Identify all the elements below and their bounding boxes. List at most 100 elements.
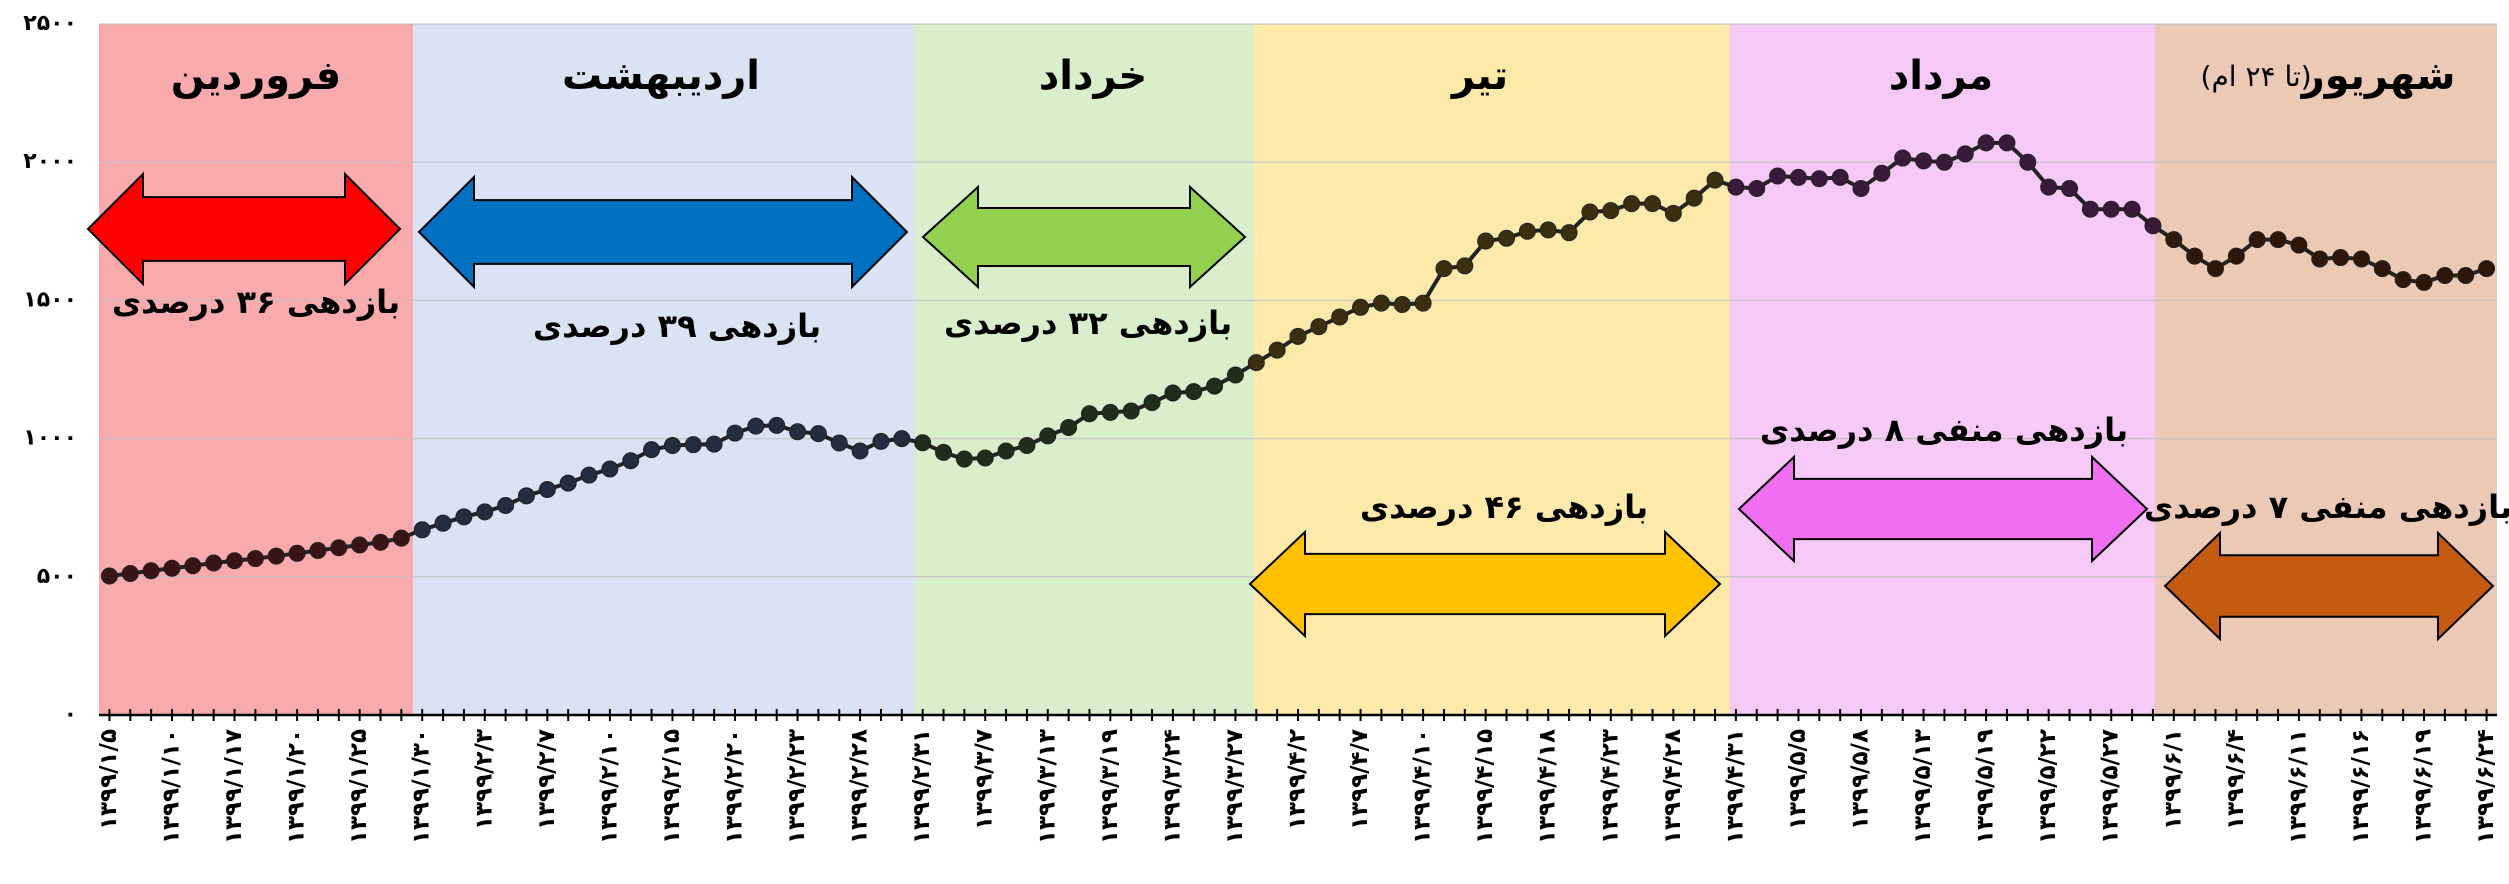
data-point xyxy=(1143,394,1161,412)
month-title: مرداد xyxy=(1889,53,1993,99)
y-tick-label: ۱۵۰۰ xyxy=(23,287,77,312)
y-tick-label: ۲۰۰۰ xyxy=(23,149,77,174)
month-title: خرداد xyxy=(1039,53,1147,99)
data-point xyxy=(768,416,786,434)
x-tick-label: ۱۳۹۹/۴/۱۰ xyxy=(1410,729,1436,844)
y-tick-label: ۲۵۰۰ xyxy=(23,11,77,36)
data-point xyxy=(1915,152,1933,170)
data-point xyxy=(1122,402,1140,420)
x-tick-label: ۱۳۹۹/۴/۱۸ xyxy=(1535,729,1561,844)
month-name: خرداد xyxy=(1039,53,1147,99)
data-point xyxy=(2290,236,2308,254)
data-point xyxy=(2206,260,2224,278)
x-tick-label: ۱۳۹۹/۵/۲۲ xyxy=(2035,729,2061,844)
x-tick-label: ۱۳۹۹/۴/۲۸ xyxy=(1660,729,1686,844)
month-name: فروردین xyxy=(171,53,342,99)
data-point xyxy=(2373,260,2391,278)
data-point xyxy=(2311,250,2329,268)
month-band xyxy=(413,24,915,715)
data-point xyxy=(2436,267,2454,285)
data-point xyxy=(2102,200,2120,218)
data-point xyxy=(184,557,202,575)
data-point xyxy=(976,449,994,467)
data-point xyxy=(205,554,223,572)
data-point xyxy=(1310,318,1328,336)
double-arrow xyxy=(1737,454,2149,564)
return-label: بازدهی ۳۹ درصدی xyxy=(533,307,821,345)
x-tick-label: ۱۳۹۹/۲/۷ xyxy=(534,729,560,830)
data-point xyxy=(1393,296,1411,314)
data-point xyxy=(517,487,535,505)
month-title: تیر xyxy=(1450,53,1508,99)
data-point xyxy=(246,550,264,568)
data-point xyxy=(1789,168,1807,186)
x-tick-label: ۱۳۹۹/۳/۷ xyxy=(972,729,998,830)
month-name: مرداد xyxy=(1889,53,1993,99)
data-point xyxy=(1810,170,1828,188)
data-point xyxy=(1268,341,1286,359)
x-tick-label: ۱۳۹۹/۴/۲ xyxy=(1285,729,1311,830)
data-point xyxy=(455,508,473,526)
data-point xyxy=(2248,231,2266,249)
data-point xyxy=(372,533,390,551)
data-point xyxy=(1664,204,1682,222)
data-point xyxy=(747,417,765,435)
data-point xyxy=(2144,217,2162,235)
data-point xyxy=(601,460,619,478)
data-point xyxy=(559,474,577,492)
x-tick-label: ۱۳۹۹/۴/۲۳ xyxy=(1597,729,1623,844)
data-point xyxy=(2061,179,2079,197)
data-point xyxy=(1685,189,1703,207)
month-name: تیر xyxy=(1450,53,1508,99)
data-point xyxy=(2019,153,2037,171)
data-point xyxy=(267,547,285,565)
data-point xyxy=(497,496,515,514)
data-point xyxy=(1080,405,1098,423)
x-tick-label: ۱۳۹۹/۱/۵ xyxy=(96,729,122,830)
double-arrow xyxy=(417,174,909,290)
x-tick-label: ۱۳۹۹/۳/۱۳ xyxy=(1034,729,1060,844)
data-point xyxy=(1331,308,1349,326)
data-point xyxy=(1477,232,1495,250)
data-point xyxy=(830,434,848,452)
x-tick-label: ۱۳۹۹/۲/۳ xyxy=(471,729,497,830)
double-arrow xyxy=(2163,530,2495,642)
data-point xyxy=(851,442,869,460)
data-point xyxy=(2352,250,2370,268)
data-point xyxy=(1581,203,1599,221)
data-point xyxy=(580,466,598,484)
data-point xyxy=(1498,229,1516,247)
data-point xyxy=(309,542,327,560)
month-title: فروردین xyxy=(171,53,342,99)
data-point xyxy=(1539,221,1557,239)
data-point xyxy=(538,480,556,498)
x-tick-label: ۱۳۹۹/۳/۲۷ xyxy=(1222,729,1248,844)
data-point xyxy=(622,452,640,470)
x-tick-label: ۱۳۹۹/۶/۱ xyxy=(2160,729,2186,830)
month-band xyxy=(915,24,1254,715)
data-point xyxy=(163,559,181,577)
x-tick-label: ۱۳۹۹/۶/۱۱ xyxy=(2285,729,2311,844)
return-label: بازدهی ۴۶ درصدی xyxy=(1360,488,1648,526)
x-tick-label: ۱۳۹۹/۶/۱۶ xyxy=(2348,729,2374,844)
x-tick-label: ۱۳۹۹/۱/۲۰ xyxy=(284,729,310,844)
data-point xyxy=(997,442,1015,460)
x-tick-label: ۱۳۹۹/۱/۱۷ xyxy=(221,729,247,844)
data-point xyxy=(1101,403,1119,421)
data-point xyxy=(1560,224,1578,242)
data-point xyxy=(434,514,452,532)
data-point xyxy=(2457,267,2475,285)
data-point xyxy=(2040,178,2058,196)
data-point xyxy=(1643,195,1661,213)
data-point xyxy=(1748,179,1766,197)
return-label: بازدهی منفی ۸ درصدی xyxy=(1760,411,2128,449)
data-point xyxy=(1894,149,1912,167)
x-tick-label: ۱۳۹۹/۲/۳۱ xyxy=(909,729,935,844)
data-point xyxy=(1706,171,1724,189)
data-point xyxy=(1998,134,2016,152)
data-point xyxy=(1060,419,1078,437)
data-point xyxy=(643,441,661,459)
x-tick-label: ۱۳۹۹/۶/۱۹ xyxy=(2411,729,2437,844)
